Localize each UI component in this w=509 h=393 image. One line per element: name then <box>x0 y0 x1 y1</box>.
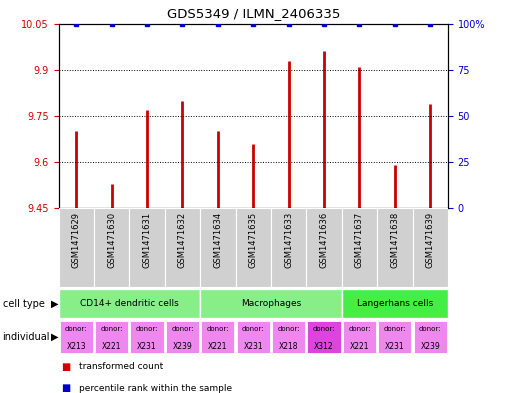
Text: donor:: donor: <box>65 327 88 332</box>
Text: ■: ■ <box>61 383 70 393</box>
Bar <box>59 208 94 287</box>
Text: donor:: donor: <box>384 327 406 332</box>
Text: X221: X221 <box>208 342 228 351</box>
Text: donor:: donor: <box>136 327 158 332</box>
Bar <box>306 208 342 287</box>
Text: GSM1471630: GSM1471630 <box>107 212 116 268</box>
Bar <box>342 289 448 318</box>
Text: X221: X221 <box>102 342 121 351</box>
Text: donor:: donor: <box>242 327 265 332</box>
Text: GSM1471632: GSM1471632 <box>178 212 187 268</box>
Text: ■: ■ <box>61 362 70 372</box>
Bar <box>307 321 341 353</box>
Text: GSM1471637: GSM1471637 <box>355 212 364 268</box>
Bar <box>414 321 447 353</box>
Text: individual: individual <box>3 332 50 342</box>
Bar <box>271 208 306 287</box>
Bar <box>236 208 271 287</box>
Text: X231: X231 <box>243 342 263 351</box>
Bar <box>377 208 412 287</box>
Text: ▶: ▶ <box>51 299 59 309</box>
Bar <box>342 208 377 287</box>
Text: Macrophages: Macrophages <box>241 299 301 308</box>
Text: donor:: donor: <box>100 327 123 332</box>
Text: X218: X218 <box>279 342 298 351</box>
Text: X239: X239 <box>420 342 440 351</box>
Bar <box>95 321 128 353</box>
Text: X239: X239 <box>173 342 192 351</box>
Bar <box>378 321 411 353</box>
Text: X213: X213 <box>66 342 86 351</box>
Bar <box>201 321 235 353</box>
Text: transformed count: transformed count <box>79 362 163 371</box>
Text: GSM1471635: GSM1471635 <box>249 212 258 268</box>
Bar <box>343 321 376 353</box>
Text: donor:: donor: <box>419 327 441 332</box>
Bar <box>59 289 200 318</box>
Text: donor:: donor: <box>277 327 300 332</box>
Text: percentile rank within the sample: percentile rank within the sample <box>79 384 232 393</box>
Text: GSM1471638: GSM1471638 <box>390 212 400 268</box>
Bar <box>412 208 448 287</box>
Text: GSM1471629: GSM1471629 <box>72 212 81 268</box>
Bar <box>200 289 342 318</box>
Text: X221: X221 <box>350 342 369 351</box>
Text: X231: X231 <box>137 342 157 351</box>
Text: GSM1471639: GSM1471639 <box>426 212 435 268</box>
Bar <box>237 321 270 353</box>
Text: GSM1471636: GSM1471636 <box>320 212 328 268</box>
Text: cell type: cell type <box>3 299 44 309</box>
Bar <box>165 208 200 287</box>
Text: donor:: donor: <box>207 327 229 332</box>
Bar <box>272 321 305 353</box>
Text: ▶: ▶ <box>51 332 59 342</box>
Bar <box>60 321 93 353</box>
Bar <box>166 321 199 353</box>
Text: CD14+ dendritic cells: CD14+ dendritic cells <box>80 299 179 308</box>
Title: GDS5349 / ILMN_2406335: GDS5349 / ILMN_2406335 <box>166 7 340 20</box>
Bar <box>94 208 129 287</box>
Text: X231: X231 <box>385 342 405 351</box>
Text: X312: X312 <box>314 342 334 351</box>
Bar <box>200 208 236 287</box>
Text: donor:: donor: <box>348 327 371 332</box>
Text: GSM1471634: GSM1471634 <box>213 212 222 268</box>
Bar <box>129 208 165 287</box>
Text: GSM1471633: GSM1471633 <box>284 212 293 268</box>
Text: GSM1471631: GSM1471631 <box>143 212 152 268</box>
Text: donor:: donor: <box>313 327 335 332</box>
Text: Langerhans cells: Langerhans cells <box>357 299 433 308</box>
Text: donor:: donor: <box>171 327 194 332</box>
Bar <box>130 321 164 353</box>
